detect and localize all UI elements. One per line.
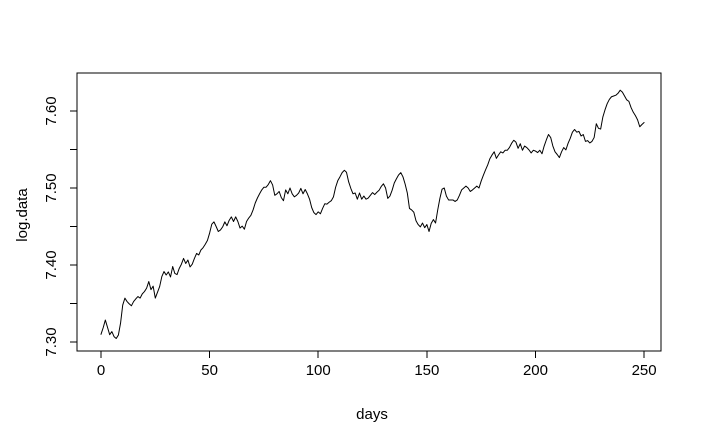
y-tick-label: 7.40 <box>43 250 60 279</box>
x-axis: 0 50 100 150 200 250 <box>97 351 657 379</box>
x-tick-label: 0 <box>97 362 105 379</box>
x-tick-label: 250 <box>632 362 657 379</box>
y-tick-label: 7.60 <box>43 96 60 125</box>
x-tick-label: 200 <box>523 362 548 379</box>
x-tick-label: 150 <box>414 362 439 379</box>
plot-box <box>76 72 662 352</box>
y-axis-title: log.data <box>14 188 31 242</box>
x-tick-label: 100 <box>306 362 331 379</box>
y-tick-label: 7.30 <box>43 327 60 356</box>
y-tick-label: 7.50 <box>43 173 60 202</box>
x-axis-title: days <box>356 406 388 423</box>
y-axis: 7.30 7.40 7.50 7.60 <box>43 96 77 357</box>
time-series-line <box>100 89 645 340</box>
x-tick-label: 50 <box>201 362 218 379</box>
